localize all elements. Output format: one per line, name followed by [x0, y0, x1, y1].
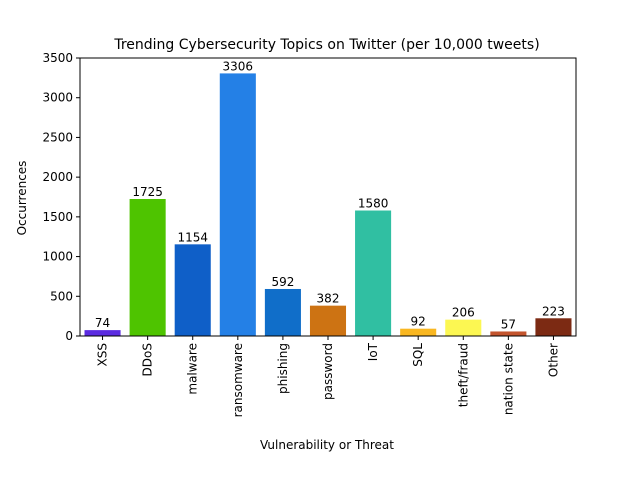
y-tick-label: 0: [65, 329, 73, 343]
x-tick-label: theft/fraud: [456, 343, 470, 407]
bar-password: [309, 305, 347, 336]
bar-iot: [355, 210, 392, 336]
x-tick-label: nation state: [501, 343, 515, 415]
x-axis-label: Vulnerability or Threat: [260, 438, 394, 452]
x-tick-label: phishing: [276, 343, 290, 394]
y-tick-label: 1000: [42, 250, 73, 264]
data-label: 382: [317, 292, 340, 306]
data-labels-group: 74 1725 1154 3306 592 382 1580 92 206 57 223: [95, 59, 565, 331]
y-tick-label: 2500: [42, 130, 73, 144]
bars-group: [84, 73, 572, 336]
bar-xss: [84, 330, 121, 336]
bar-malware: [174, 244, 211, 336]
x-tick-label: XSS: [96, 343, 110, 366]
data-label: 1154: [177, 230, 208, 244]
y-axis: 0 500 1000 1500 2000 2500 3000 3500: [42, 51, 80, 343]
y-tick-label: 2000: [42, 170, 73, 184]
x-tick-label: DDoS: [141, 343, 155, 376]
data-label: 206: [452, 306, 475, 320]
x-axis: XSS DDoS malware ransomware phishing password…: [96, 336, 560, 417]
y-tick-label: 3500: [42, 51, 73, 65]
data-label: 3306: [223, 59, 254, 73]
y-tick-label: 3000: [42, 91, 73, 105]
x-tick-label: ransomware: [231, 343, 245, 417]
data-label: 57: [501, 317, 516, 331]
bar-other: [535, 318, 572, 336]
data-label: 1725: [132, 185, 163, 199]
data-label: 592: [271, 275, 294, 289]
chart-title: Trending Cybersecurity Topics on Twitter…: [113, 37, 539, 53]
data-label: 74: [95, 316, 110, 330]
plot-frame: [79, 57, 577, 337]
bar-sql: [400, 328, 437, 336]
bar-phishing: [264, 288, 301, 336]
bar-theft-fraud: [445, 319, 482, 336]
data-label: 92: [411, 315, 426, 329]
bar-ddos: [129, 198, 166, 336]
x-tick-label: password: [321, 343, 335, 400]
x-tick-label: SQL: [411, 343, 425, 367]
x-tick-label: malware: [186, 343, 200, 395]
x-tick-label: Other: [546, 343, 560, 377]
y-axis-label: Occurrences: [15, 161, 29, 236]
y-tick-label: 1500: [42, 210, 73, 224]
bar-ransomware: [219, 73, 256, 336]
x-tick-label: IoT: [366, 342, 380, 361]
bar-nation-state: [490, 331, 527, 336]
data-label: 223: [542, 304, 565, 318]
y-tick-label: 500: [50, 289, 73, 303]
data-label: 1580: [358, 197, 389, 211]
